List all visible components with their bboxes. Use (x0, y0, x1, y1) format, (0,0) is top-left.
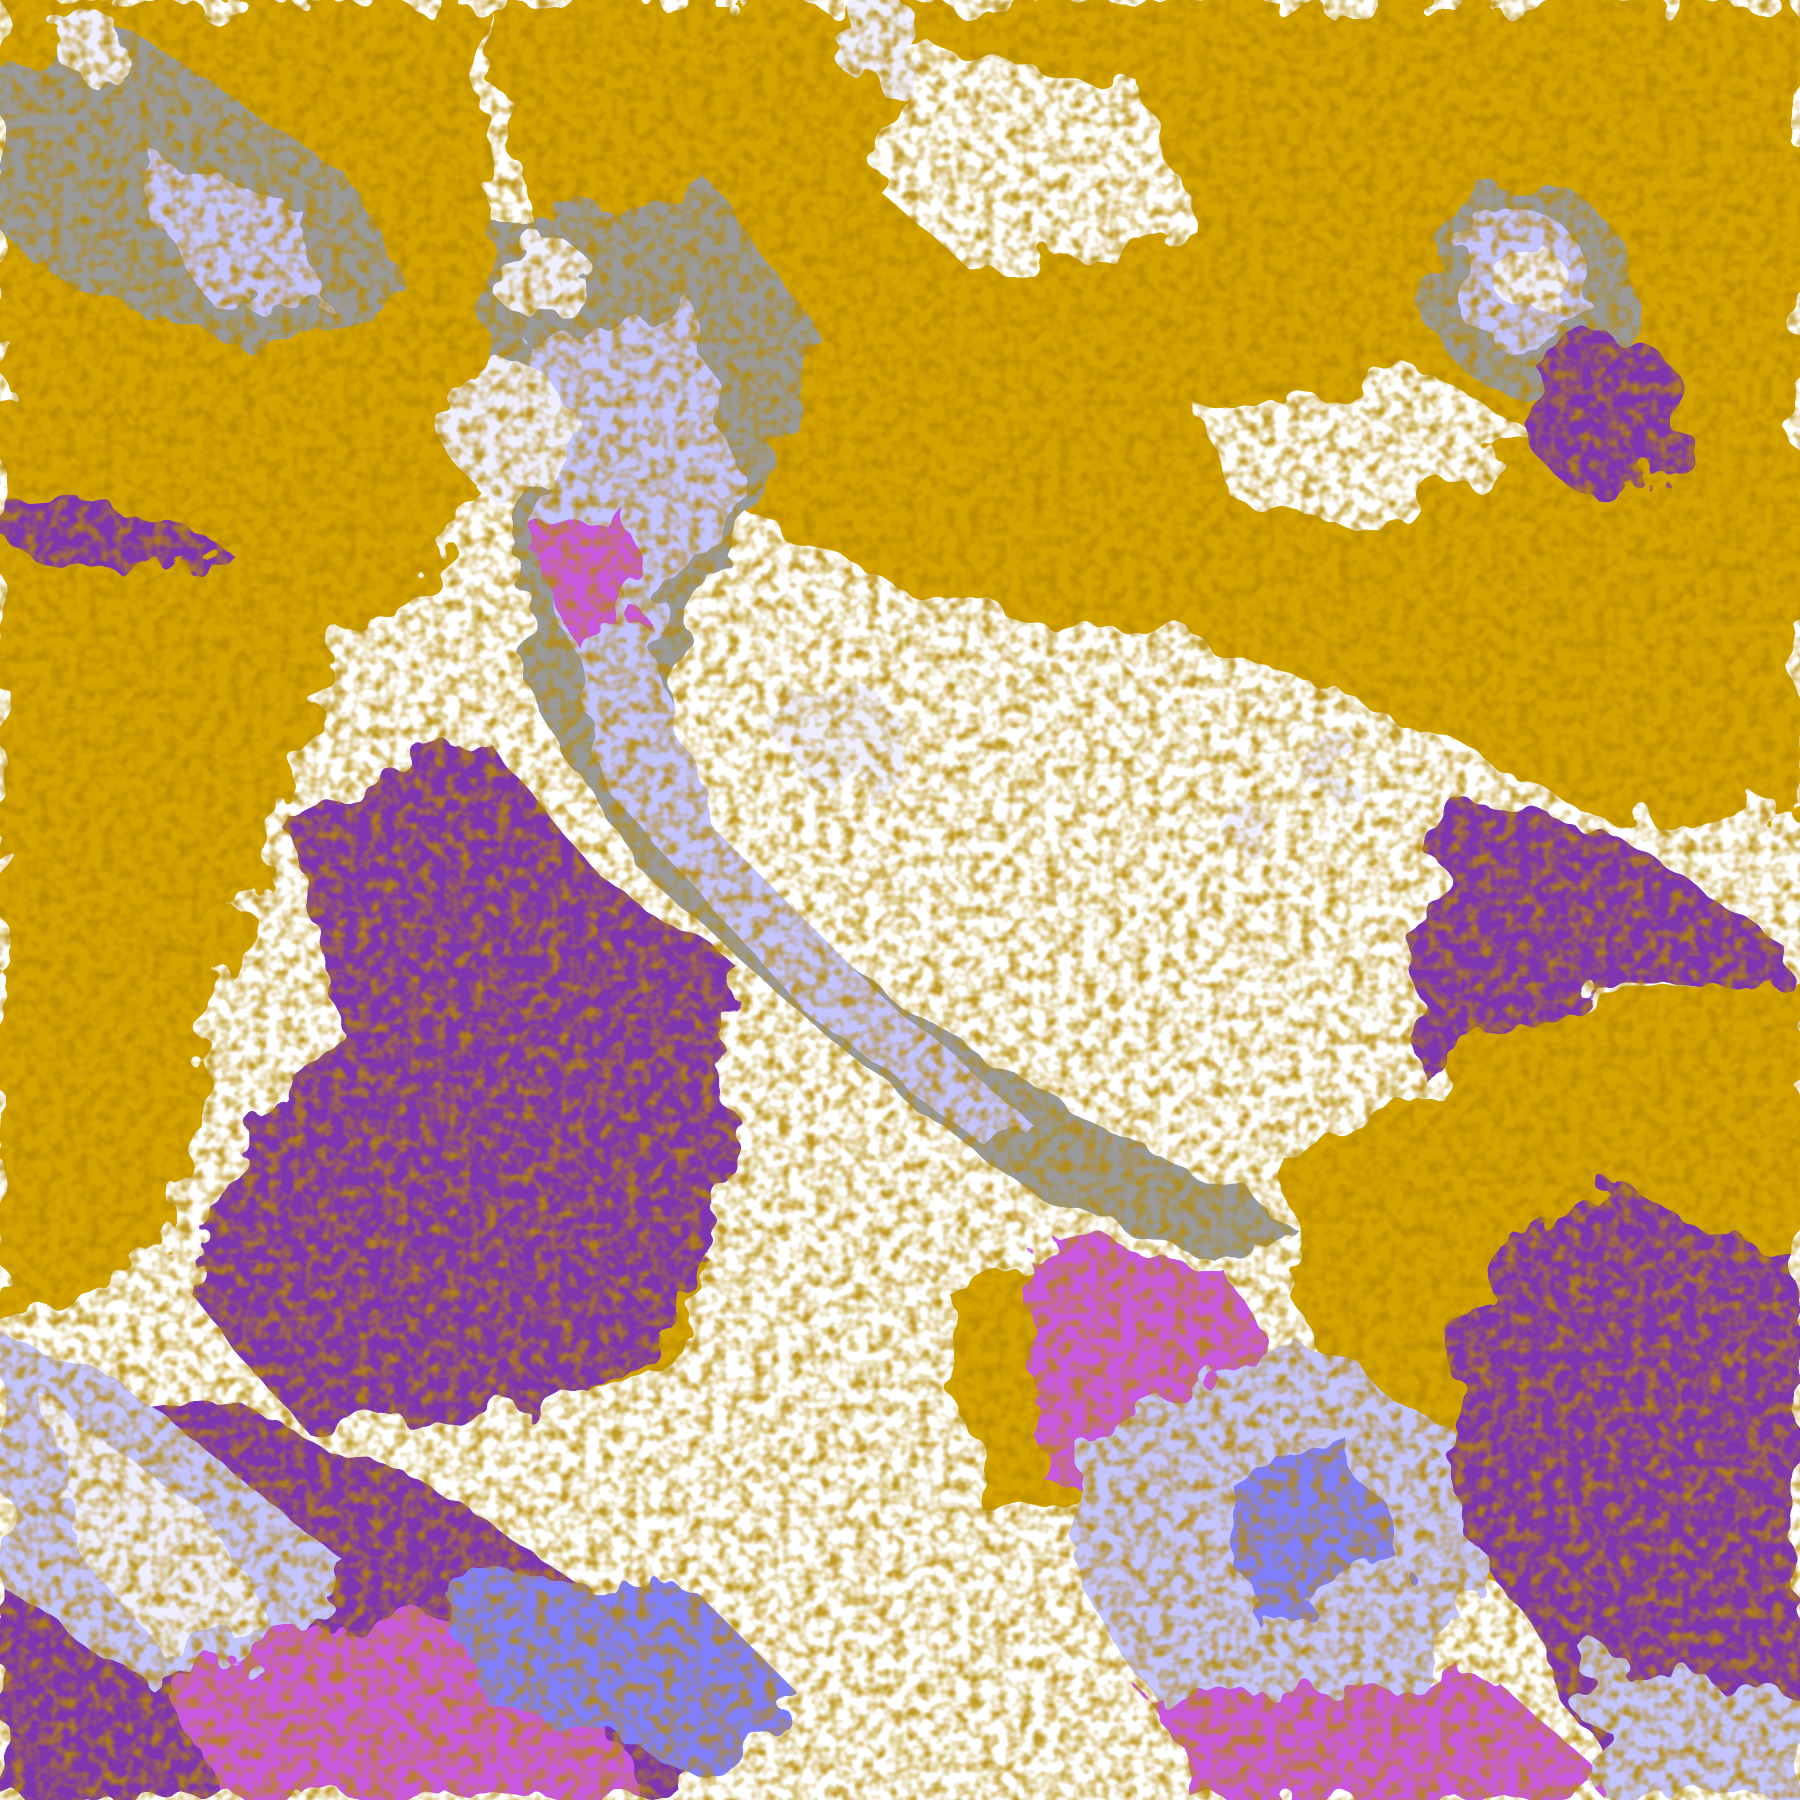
speckle-texture (0, 0, 1800, 1800)
satellite-cloud-map (0, 0, 1800, 1800)
gold-speckle (0, 0, 1800, 1800)
